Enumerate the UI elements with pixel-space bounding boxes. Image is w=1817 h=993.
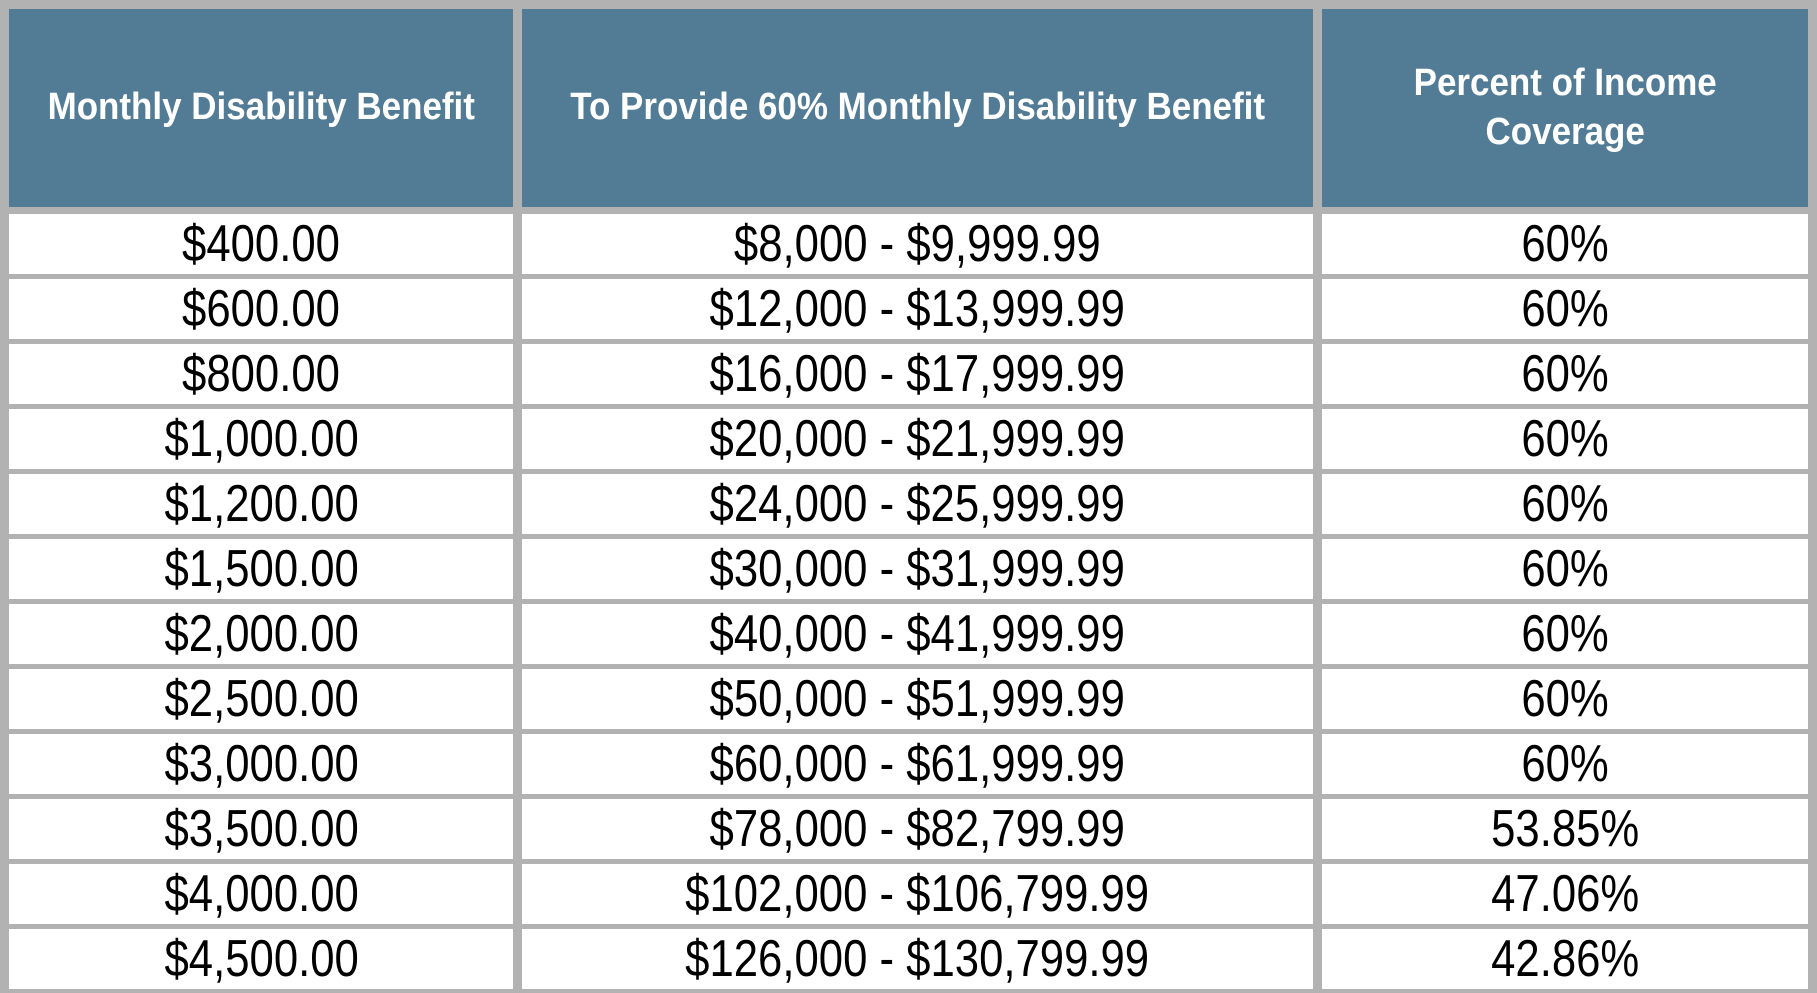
table-cell: $126,000 - $130,799.99 [513,924,1322,993]
cell-value: $1,500.00 [164,540,359,598]
table-cell: $50,000 - $51,999.99 [513,664,1322,734]
table-row: $3,500.00 $78,000 - $82,799.99 53.85% [0,794,1817,864]
table-cell: 60% [1312,339,1817,409]
table-cell: $8,000 - $9,999.99 [513,208,1322,279]
cell-value: 47.06% [1490,865,1639,923]
cell-value: $1,000.00 [164,410,359,468]
cell-value: $400.00 [182,215,341,273]
table-cell: $4,500.00 [0,924,523,993]
table-cell: 42.86% [1312,924,1817,993]
column-header-label: Monthly Disability Benefit [47,86,475,129]
cell-value: $102,000 - $106,799.99 [685,865,1150,923]
cell-value: $8,000 - $9,999.99 [734,215,1101,273]
cell-value: 60% [1521,735,1609,793]
table-cell: 60% [1312,664,1817,734]
table-cell: 60% [1312,469,1817,539]
table-cell: $102,000 - $106,799.99 [513,859,1322,929]
table-row: $600.00 $12,000 - $13,999.99 60% [0,274,1817,344]
table-cell: $78,000 - $82,799.99 [513,794,1322,864]
cell-value: $800.00 [182,345,341,403]
cell-value: $50,000 - $51,999.99 [709,670,1126,728]
table-cell: $400.00 [0,208,523,279]
table-cell: 60% [1312,274,1817,344]
table-row: $1,000.00 $20,000 - $21,999.99 60% [0,404,1817,474]
table-cell: 47.06% [1312,859,1817,929]
table-cell: 60% [1312,599,1817,669]
table-cell: $2,000.00 [0,599,523,669]
table-row: $1,200.00 $24,000 - $25,999.99 60% [0,469,1817,539]
cell-value: $3,500.00 [164,800,359,858]
cell-value: $40,000 - $41,999.99 [709,605,1126,663]
cell-value: 60% [1521,410,1609,468]
column-header-monthly-disability-benefit: Monthly Disability Benefit [0,0,523,214]
table-cell: $12,000 - $13,999.99 [513,274,1322,344]
table-row: $3,000.00 $60,000 - $61,999.99 60% [0,729,1817,799]
column-header-percent-of-income-coverage: Percent of Income Coverage [1312,0,1817,214]
table-cell: 60% [1312,729,1817,799]
table-row: $400.00 $8,000 - $9,999.99 60% [0,208,1817,279]
table-row: $1,500.00 $30,000 - $31,999.99 60% [0,534,1817,604]
cell-value: $1,200.00 [164,475,359,533]
table-cell: $5,000.00 [0,989,523,993]
table-cell: 40% [1312,989,1817,993]
table-row: $2,500.00 $50,000 - $51,999.99 60% [0,664,1817,734]
cell-value: $60,000 - $61,999.99 [709,735,1126,793]
cell-value: 60% [1521,670,1609,728]
table-cell: $3,500.00 [0,794,523,864]
cell-value: $78,000 - $82,799.99 [709,800,1126,858]
column-header-to-provide-60-percent: To Provide 60% Monthly Disability Benefi… [513,0,1322,214]
cell-value: 60% [1521,540,1609,598]
table-row: $4,000.00 $102,000 - $106,799.99 47.06% [0,859,1817,929]
table-cell: $3,000.00 [0,729,523,799]
table-cell: $4,000.00 [0,859,523,929]
table-cell: $24,000 - $25,999.99 [513,469,1322,539]
cell-value: 60% [1521,475,1609,533]
table-cell: $20,000 - $21,999.99 [513,404,1322,474]
cell-value: $4,000.00 [164,865,359,923]
cell-value: $4,500.00 [164,930,359,988]
column-header-label: To Provide 60% Monthly Disability Benefi… [570,86,1265,129]
cell-value: 60% [1521,345,1609,403]
cell-value: $16,000 - $17,999.99 [709,345,1126,403]
cell-value: 60% [1521,280,1609,338]
table-cell: $1,000.00 [0,404,523,474]
header-row: Monthly Disability Benefit To Provide 60… [0,0,1817,214]
table-cell: $150,000 and above [513,989,1322,993]
cell-value: $24,000 - $25,999.99 [709,475,1126,533]
table-cell: $1,200.00 [0,469,523,539]
table-cell: $800.00 [0,339,523,409]
cell-value: $30,000 - $31,999.99 [709,540,1126,598]
cell-value: $126,000 - $130,799.99 [685,930,1150,988]
table-row: $2,000.00 $40,000 - $41,999.99 60% [0,599,1817,669]
cell-value: $12,000 - $13,999.99 [709,280,1126,338]
table-cell: 60% [1312,534,1817,604]
cell-value: $3,000.00 [164,735,359,793]
cell-value: 53.85% [1490,800,1639,858]
table-cell: 60% [1312,404,1817,474]
column-header-label: Percent of Income Coverage [1413,61,1717,153]
table-cell: 53.85% [1312,794,1817,864]
cell-value: $20,000 - $21,999.99 [709,410,1126,468]
table-cell: $40,000 - $41,999.99 [513,599,1322,669]
table-cell: $16,000 - $17,999.99 [513,339,1322,409]
table-cell: $600.00 [0,274,523,344]
cell-value: 42.86% [1490,930,1639,988]
cell-value: $2,000.00 [164,605,359,663]
table-cell: $30,000 - $31,999.99 [513,534,1322,604]
table-cell: 60% [1312,208,1817,279]
table-row: $5,000.00$150,000 and above40% [0,989,1817,993]
table-cell: $2,500.00 [0,664,523,734]
table-cell: $1,500.00 [0,534,523,604]
cell-value: $600.00 [182,280,341,338]
cell-value: 60% [1521,215,1609,273]
table-cell: $60,000 - $61,999.99 [513,729,1322,799]
cell-value: 60% [1521,605,1609,663]
table-row: $4,500.00 $126,000 - $130,799.99 42.86% [0,924,1817,993]
cell-value: $2,500.00 [164,670,359,728]
table-row: $800.00 $16,000 - $17,999.99 60% [0,339,1817,409]
